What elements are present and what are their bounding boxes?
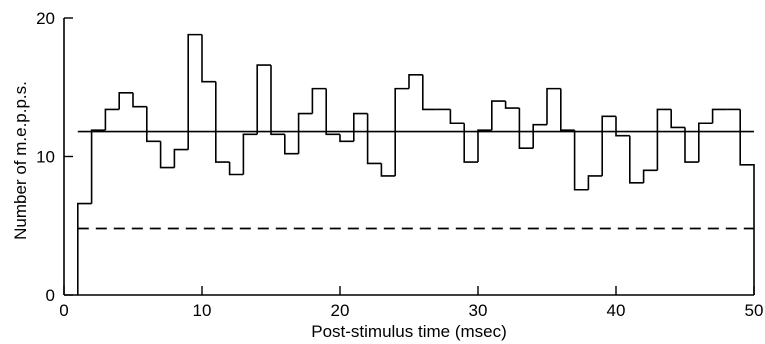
histogram-bin [504, 101, 520, 109]
histogram-bin [587, 175, 603, 190]
y-tick-label: 0 [46, 286, 55, 305]
y-tick-label: 20 [36, 9, 55, 28]
histogram-bin [422, 74, 437, 111]
histogram-bin [642, 169, 658, 183]
histogram-bin [187, 33, 202, 150]
histogram-bin [77, 202, 92, 295]
histogram-bin [449, 109, 465, 125]
x-tick-label: 40 [607, 301, 626, 320]
histogram-bin [325, 88, 340, 136]
x-axis-title: Post-stimulus time (msec) [311, 322, 507, 341]
histogram-bin [366, 113, 382, 165]
histogram-bin [615, 116, 630, 137]
histogram-bin [739, 109, 755, 295]
histogram-bin [477, 129, 492, 163]
histogram-bin [132, 92, 147, 108]
histogram-bin [463, 123, 478, 163]
histogram-bin [215, 81, 230, 163]
histogram-bin [173, 148, 189, 168]
histogram-bin [297, 112, 313, 154]
y-axis: 0 10 20 [36, 9, 73, 305]
reference-lines [77, 130, 754, 230]
histogram-bin [284, 134, 299, 155]
histogram-bin [380, 163, 396, 177]
histogram-bin [256, 64, 271, 135]
histogram-bin [491, 100, 506, 131]
x-tick-label: 30 [469, 301, 488, 320]
x-tick-label: 50 [745, 301, 764, 320]
histogram-bin [408, 73, 423, 89]
histogram-bin [573, 130, 589, 191]
histogram-bin [311, 87, 327, 114]
histogram-bin [118, 91, 133, 110]
x-axis: 0 10 20 30 40 50 [59, 286, 763, 320]
x-tick-label: 0 [59, 301, 68, 320]
histogram-bin [656, 108, 672, 171]
x-tick-label: 20 [331, 301, 350, 320]
histogram-bin [394, 87, 409, 176]
histogram-bin [159, 141, 175, 169]
histogram-bin [711, 108, 727, 124]
histogram-bin [546, 87, 561, 125]
histogram-bin [339, 134, 354, 143]
histogram-bin [353, 112, 368, 142]
histogram-bin [228, 162, 244, 176]
histogram-bin [698, 122, 713, 163]
histogram-bin [146, 106, 161, 143]
histogram-bin [532, 123, 547, 149]
histogram-bin [670, 109, 685, 129]
histogram-bin [242, 133, 258, 175]
histogram-bin [518, 108, 534, 149]
histogram-bin [201, 34, 216, 83]
histogram-bin [601, 115, 616, 176]
histogram-bin [270, 65, 285, 136]
histogram-bin [560, 88, 575, 131]
y-tick-label: 10 [36, 148, 55, 167]
histogram-bins [77, 33, 755, 295]
x-tick-label: 10 [193, 301, 212, 320]
histogram-bin [90, 129, 106, 204]
histogram-bin [684, 127, 699, 163]
histogram-bin [104, 108, 120, 131]
y-axis-title: Number of m.e.p.p.s. [11, 81, 30, 240]
histogram-bin [629, 135, 644, 184]
